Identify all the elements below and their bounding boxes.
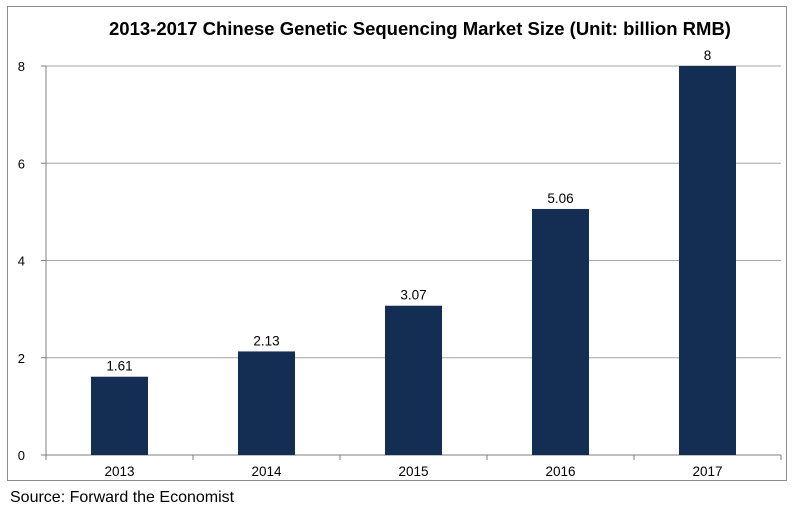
x-tick-label: 2015 xyxy=(398,464,428,479)
bar-2014 xyxy=(238,351,295,455)
data-label-2013: 1.61 xyxy=(106,359,132,374)
bar-2017 xyxy=(679,66,736,455)
x-tick-label: 2017 xyxy=(692,464,722,479)
y-tick-label: 8 xyxy=(18,59,25,74)
x-tick-label: 2014 xyxy=(251,464,282,479)
data-label-2015: 3.07 xyxy=(400,288,426,303)
x-tick-label: 2016 xyxy=(545,464,575,479)
y-tick-label: 2 xyxy=(18,351,25,366)
chart-frame xyxy=(7,6,787,481)
y-tick-label: 0 xyxy=(18,448,25,463)
y-tick-label: 6 xyxy=(18,156,25,171)
chart-title: 2013-2017 Chinese Genetic Sequencing Mar… xyxy=(109,18,731,39)
y-tick-label: 4 xyxy=(18,254,25,269)
data-label-2014: 2.13 xyxy=(253,333,279,348)
data-label-2017: 8 xyxy=(704,48,712,63)
x-tick-label: 2013 xyxy=(104,464,134,479)
bar-2013 xyxy=(91,376,148,455)
data-label-2016: 5.06 xyxy=(547,191,573,206)
source-note: Source: Forward the Economist xyxy=(10,489,235,506)
bar-2015 xyxy=(385,305,442,455)
bar-2016 xyxy=(532,208,589,455)
